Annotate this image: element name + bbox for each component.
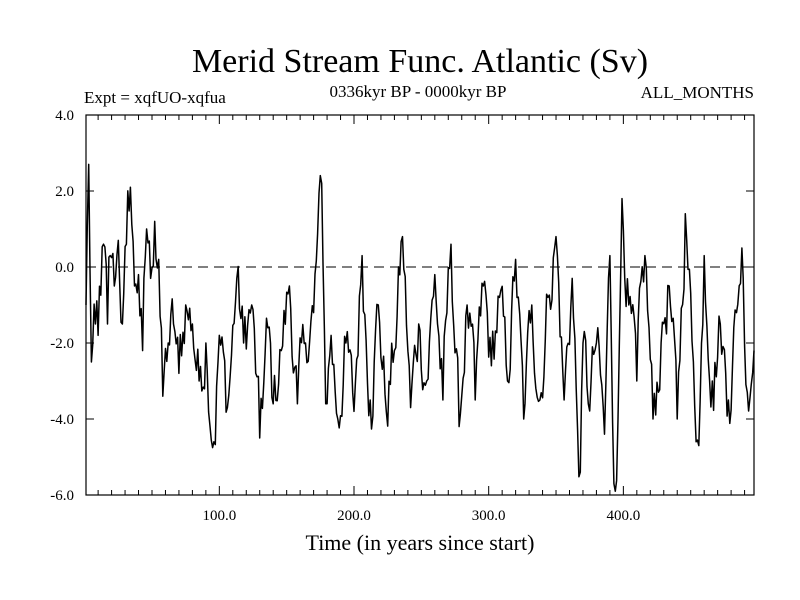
y-tick-label: -4.0 [50,412,74,428]
y-tick-label: 2.0 [55,184,74,200]
y-tick-label: -2.0 [50,336,74,352]
x-axis-ticks: 100.0 200.0 300.0 400.0 [97,115,746,524]
x-tick-label: 100.0 [202,508,236,524]
y-tick-label: 4.0 [55,108,74,124]
x-tick-label: 300.0 [472,508,506,524]
experiment-label: Expt = xqfUO-xqfua [84,88,226,107]
x-axis-label: Time (in years since start) [306,530,535,555]
chart-title: Merid Stream Func. Atlantic (Sv) [192,43,648,80]
y-tick-label: 0.0 [55,260,74,276]
period-label: 0336kyr BP - 0000kyr BP [330,82,507,101]
x-tick-label: 400.0 [606,508,640,524]
series-line [85,163,755,492]
months-label: ALL_MONTHS [641,83,754,102]
y-axis-ticks: -6.0 -4.0 -2.0 0.0 2.0 4.0 [50,108,754,504]
y-tick-label: -6.0 [50,488,74,504]
x-tick-label: 200.0 [337,508,371,524]
plot-frame [85,114,755,496]
